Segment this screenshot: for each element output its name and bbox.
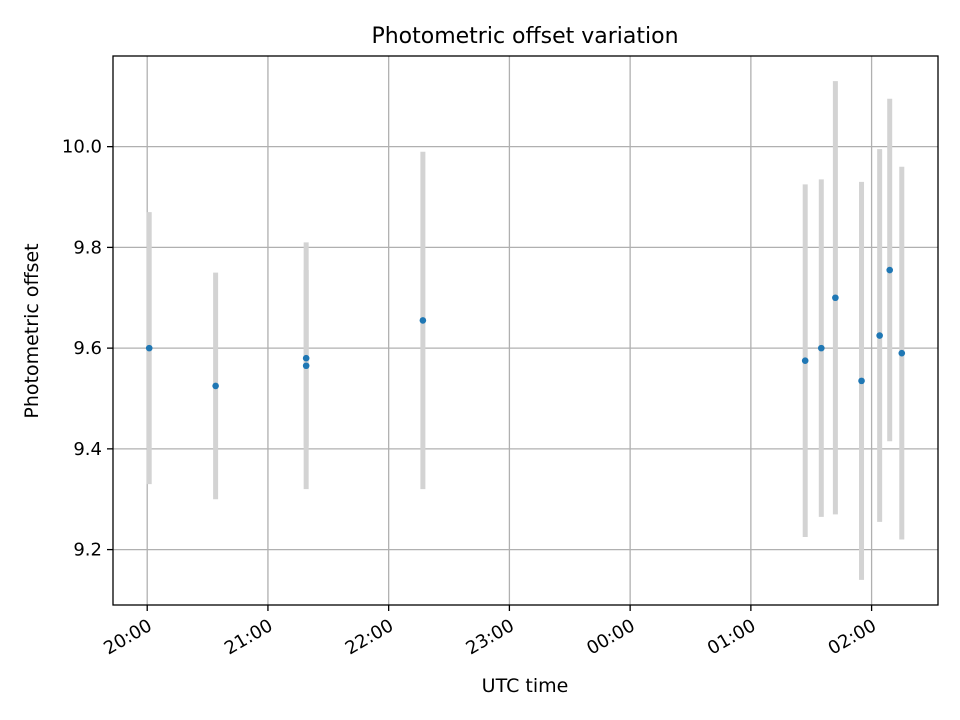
- y-axis-label: Photometric offset: [21, 243, 43, 418]
- data-point: [832, 294, 839, 302]
- data-point: [817, 344, 825, 352]
- data-point: [212, 382, 219, 390]
- y-tick-label: 9.6: [73, 338, 102, 359]
- y-tick-label: 9.8: [73, 237, 102, 258]
- data-point: [858, 377, 865, 385]
- data-point: [876, 332, 883, 339]
- data-point: [898, 349, 906, 357]
- x-axis-label: UTC time: [482, 675, 569, 697]
- plot-frame: [112, 55, 939, 606]
- y-tick-label: 9.4: [73, 439, 102, 460]
- y-axis: 9.2 9.4 9.6 9.8 10.0: [62, 137, 113, 561]
- data-point: [145, 344, 153, 352]
- data-point: [302, 354, 310, 362]
- data-point: [801, 357, 809, 365]
- data-points: [145, 266, 906, 390]
- y-tick-label: 10.0: [62, 137, 102, 158]
- chart-title: Photometric offset variation: [371, 24, 678, 49]
- data-point: [302, 362, 310, 370]
- y-tick-label: 9.2: [73, 540, 102, 561]
- grid: [113, 56, 938, 605]
- data-point: [886, 266, 894, 274]
- data-point: [419, 317, 427, 324]
